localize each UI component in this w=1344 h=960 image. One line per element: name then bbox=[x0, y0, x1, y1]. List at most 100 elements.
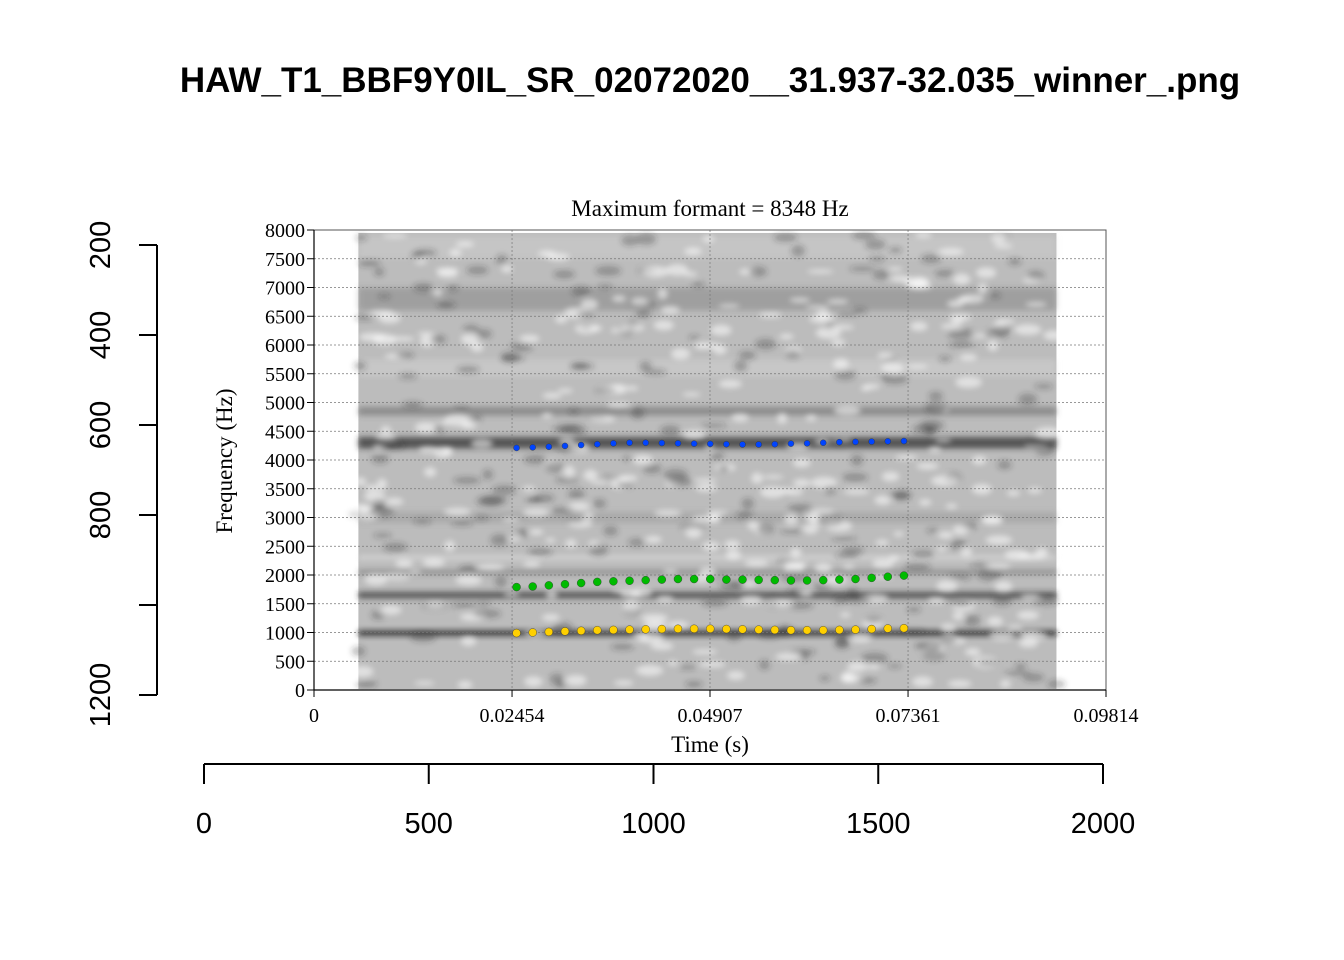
spectrogram-speckle bbox=[430, 335, 447, 344]
spectrogram-speckle bbox=[969, 562, 990, 568]
spectrogram-speckle bbox=[568, 408, 579, 415]
spectrogram-speckle bbox=[616, 481, 634, 488]
spectrogram-speckle bbox=[866, 663, 881, 670]
spectrogram-speckle bbox=[736, 511, 754, 520]
spectrogram-speckle bbox=[663, 468, 688, 481]
formant-point bbox=[561, 442, 569, 450]
formant-point bbox=[560, 627, 570, 636]
y-tick-label: 1000 bbox=[265, 623, 305, 645]
outer-left-tick-label: 1200 bbox=[85, 663, 117, 728]
formant-point bbox=[657, 575, 667, 584]
spectrogram-speckle bbox=[814, 562, 833, 574]
spectrogram-speckle bbox=[724, 539, 741, 550]
spectrogram-speckle bbox=[790, 547, 802, 558]
x-tick-label: 0.09814 bbox=[1074, 705, 1139, 727]
spectrogram-speckle bbox=[398, 373, 418, 380]
spectrogram-speckle bbox=[542, 392, 562, 399]
formant-point bbox=[851, 574, 860, 584]
spectrogram-speckle bbox=[635, 308, 651, 319]
spectrogram-speckle bbox=[987, 339, 999, 351]
spectrogram-speckle bbox=[501, 264, 513, 273]
formant-point bbox=[722, 575, 731, 584]
spectrogram-speckle bbox=[378, 312, 401, 324]
formant-point bbox=[642, 439, 649, 446]
spectrogram-speckle bbox=[565, 539, 577, 548]
formant-point bbox=[883, 624, 892, 633]
spectrogram-speckle bbox=[580, 298, 599, 311]
spectrogram-speckle bbox=[554, 315, 568, 324]
spectrogram-speckle bbox=[718, 304, 740, 309]
spectrogram-speckle bbox=[622, 601, 640, 613]
y-tick-label: 2000 bbox=[265, 565, 305, 587]
spectrogram-speckle bbox=[473, 609, 502, 618]
spectrogram-speckle bbox=[798, 589, 814, 598]
outer-left-tick-label: 800 bbox=[85, 491, 117, 539]
formant-point bbox=[706, 574, 715, 584]
formant-point bbox=[513, 444, 520, 452]
formant-point bbox=[674, 440, 682, 447]
formant-point bbox=[576, 578, 586, 588]
spectrogram-speckle bbox=[470, 342, 484, 353]
spectrogram-speckle bbox=[351, 646, 366, 657]
spectrogram-speckle bbox=[1047, 679, 1066, 689]
spectrogram-speckle bbox=[418, 446, 438, 454]
spectrogram-speckle bbox=[872, 269, 891, 280]
spectrogram-speckle bbox=[756, 523, 774, 535]
spectrogram-speckle bbox=[688, 335, 700, 340]
spectrogram-speckle bbox=[766, 599, 794, 607]
spectrogram-speckle bbox=[613, 680, 634, 686]
spectrogram-speckle bbox=[590, 480, 609, 485]
spectrogram-speckle bbox=[801, 524, 819, 534]
spectrogram-speckle bbox=[455, 241, 475, 248]
spectrogram-speckle bbox=[603, 525, 618, 536]
spectrogram-speckle bbox=[985, 535, 1013, 545]
spectrogram-speckle bbox=[785, 488, 804, 496]
spectrogram-speckle bbox=[995, 318, 1016, 325]
spectrogram-speckle bbox=[355, 234, 368, 241]
spectrogram-speckle bbox=[1035, 547, 1049, 559]
spectrogram-speckle bbox=[887, 266, 903, 272]
spectrogram-speckle bbox=[395, 559, 413, 568]
spectrogram-speckle bbox=[960, 547, 973, 557]
spectrogram-speckle bbox=[934, 438, 952, 443]
spectrogram-speckle bbox=[592, 498, 607, 509]
formant-point bbox=[512, 628, 521, 638]
spectrogram-speckle bbox=[565, 517, 584, 523]
spectrogram-speckle bbox=[803, 511, 820, 523]
spectrogram-speckle bbox=[880, 362, 904, 374]
formant-point bbox=[819, 575, 828, 585]
spectrogram-speckle bbox=[639, 361, 652, 372]
spectrogram-speckle bbox=[787, 503, 815, 515]
spectrogram-speckle bbox=[955, 376, 983, 388]
spectrogram-speckle bbox=[621, 235, 639, 246]
formant-point bbox=[528, 628, 537, 637]
spectrogram-speckle bbox=[474, 515, 489, 521]
spectrogram-speckle bbox=[938, 356, 952, 362]
spectrogram-speckle bbox=[852, 231, 876, 240]
spectrogram-speckle bbox=[819, 675, 830, 682]
spectrogram-speckle bbox=[447, 284, 459, 292]
spectrogram-speckle bbox=[816, 310, 831, 319]
spectrogram-speckle bbox=[711, 452, 724, 461]
spectrogram-speckle bbox=[991, 232, 1007, 244]
formant-point bbox=[820, 439, 827, 446]
spectrogram-speckle bbox=[986, 563, 1012, 569]
spectrogram-speckle bbox=[940, 623, 957, 633]
spectrogram-speckle bbox=[620, 590, 643, 599]
spectrogram-speckle bbox=[642, 266, 670, 278]
formant-point bbox=[690, 440, 698, 447]
spectrogram-speckle bbox=[422, 558, 445, 567]
spectrogram-speckle bbox=[563, 465, 575, 478]
formant-point bbox=[867, 624, 876, 634]
spectrogram-speckle bbox=[565, 674, 587, 686]
spectrogram-speckle bbox=[636, 233, 657, 245]
spectrogram-speckle bbox=[914, 232, 932, 238]
y-tick-label: 2500 bbox=[265, 536, 305, 558]
formant-point bbox=[883, 572, 892, 581]
formant-point bbox=[673, 574, 683, 584]
formant-point bbox=[657, 624, 667, 634]
spectrogram-speckle bbox=[667, 660, 679, 666]
spectrogram-speckle bbox=[451, 602, 478, 609]
formant-point bbox=[658, 439, 666, 447]
spectrogram-speckle bbox=[419, 335, 435, 347]
